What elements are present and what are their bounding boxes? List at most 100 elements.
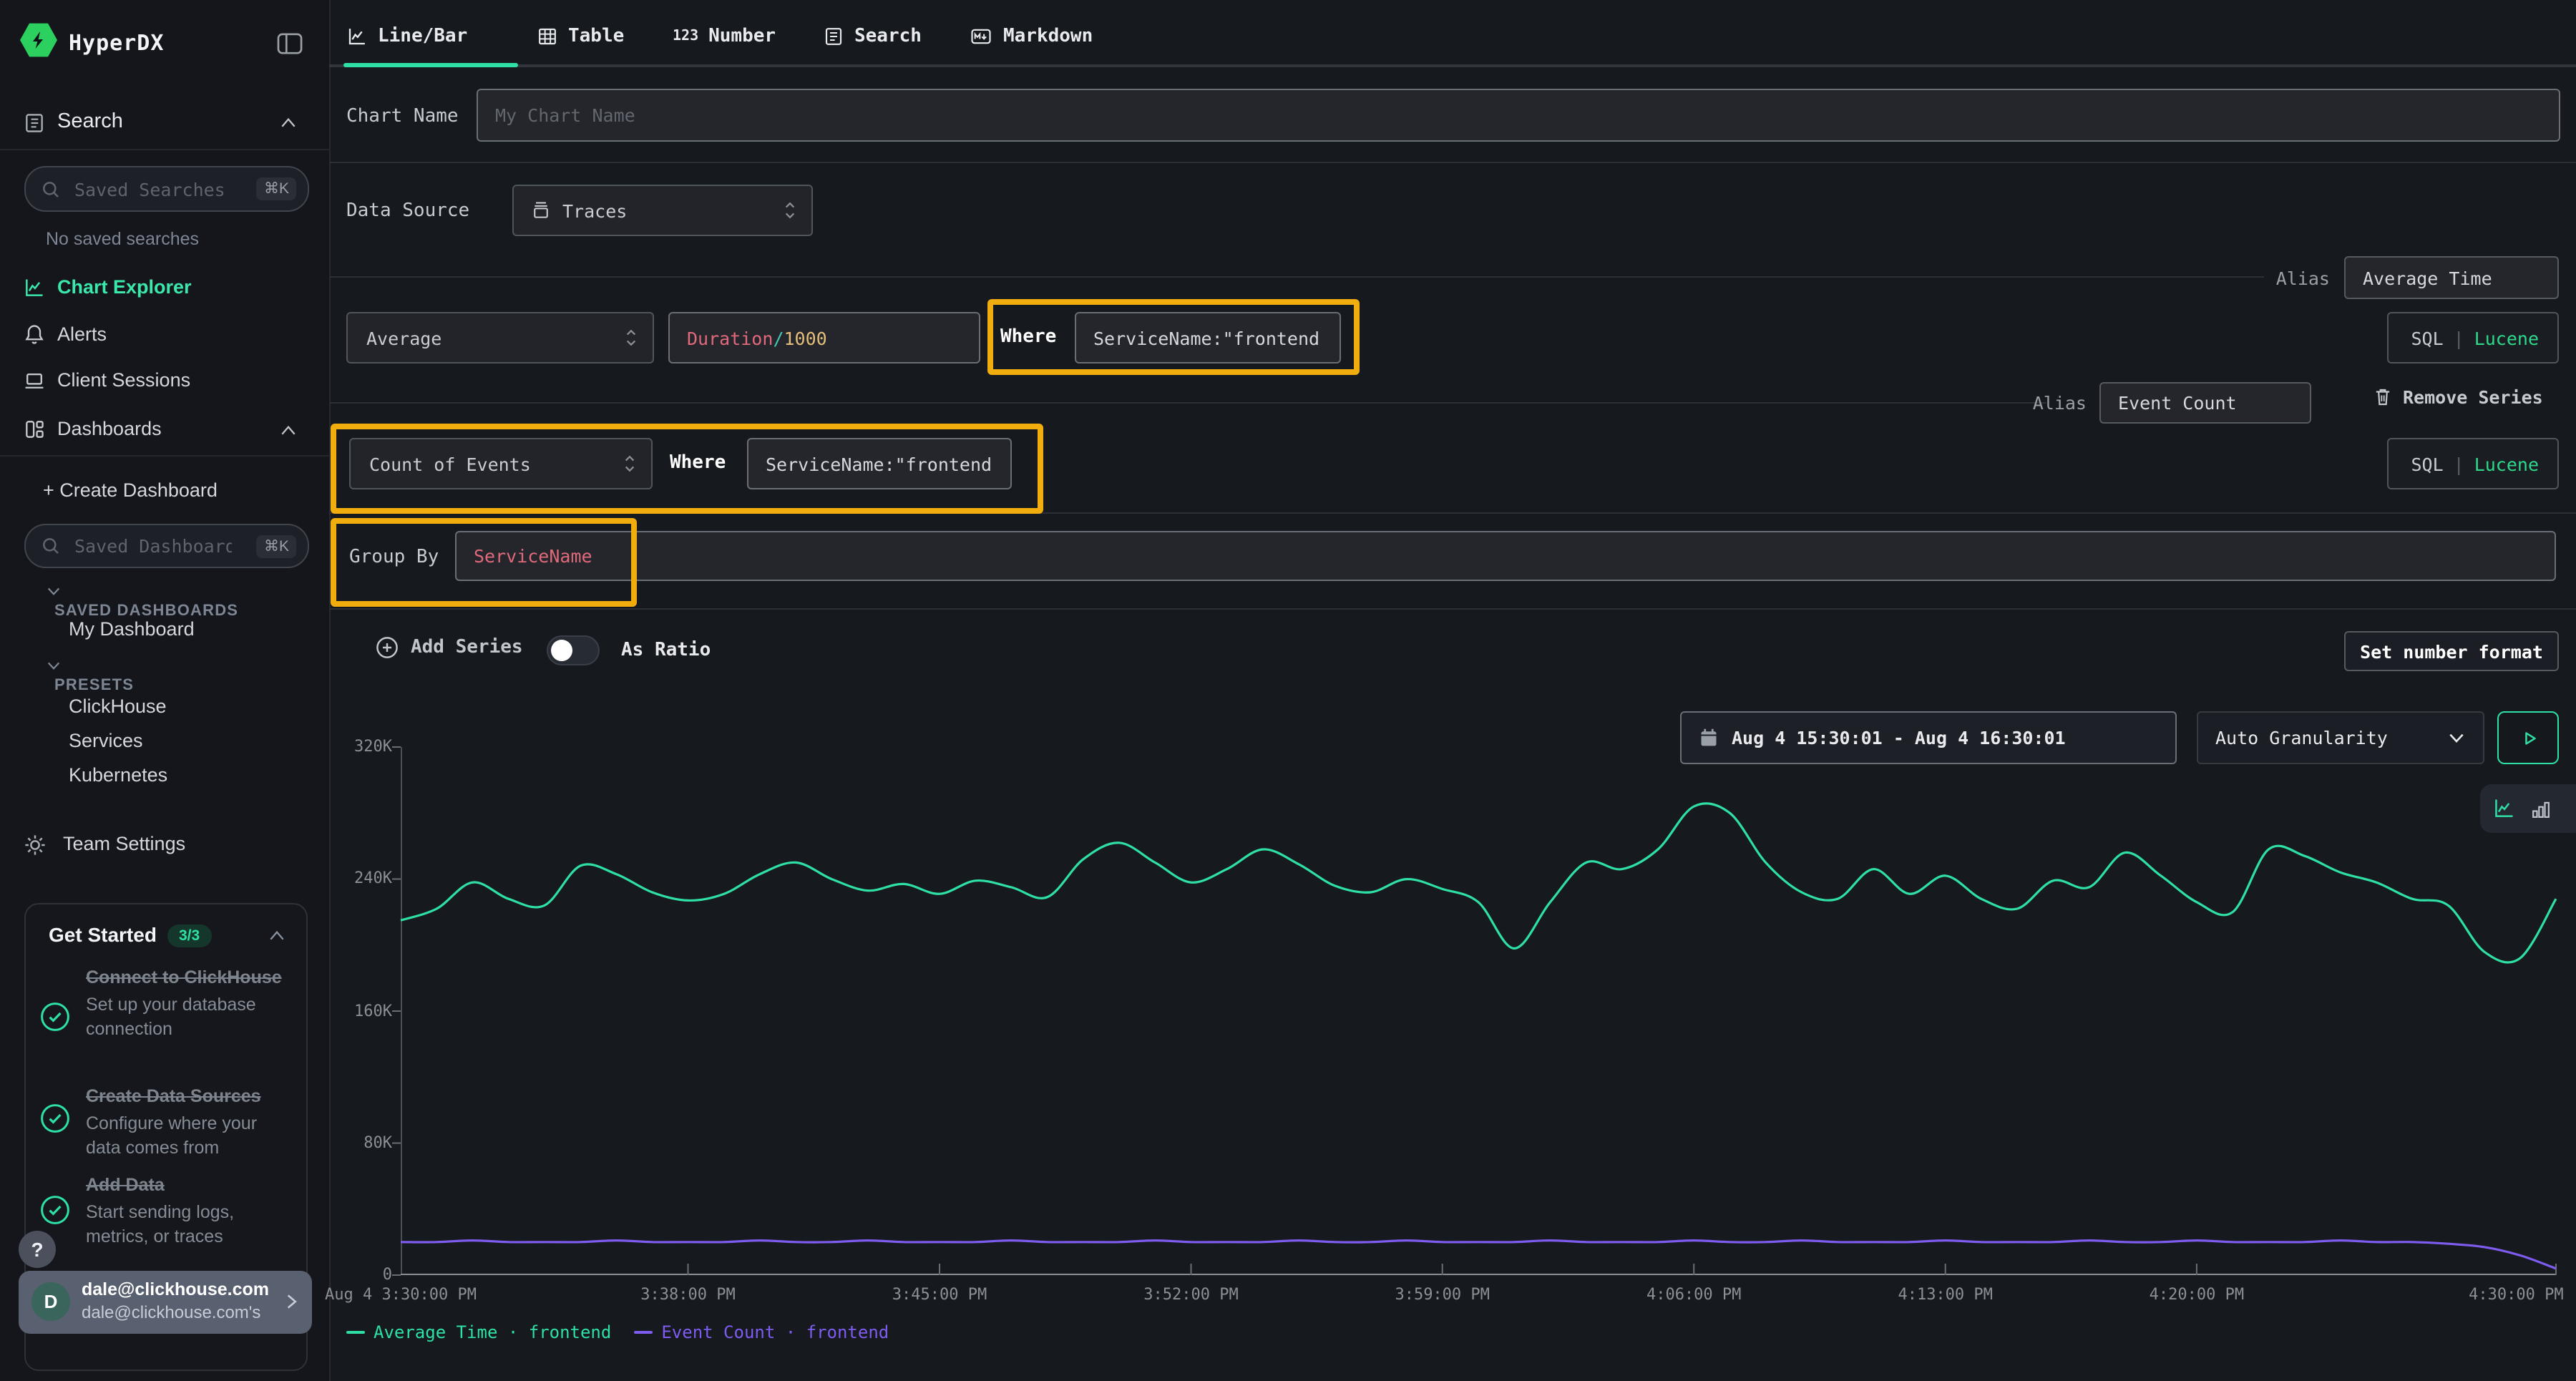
group-by-input[interactable]: ServiceName — [455, 531, 2556, 581]
series2-aggregation-value: Count of Events — [369, 453, 531, 474]
check-circle-icon — [41, 1196, 69, 1224]
help-button[interactable]: ? — [19, 1231, 56, 1268]
chart-legend: Average Time · frontend Event Count · fro… — [346, 1322, 889, 1342]
add-series-button[interactable]: Add Series — [375, 635, 523, 660]
user-menu[interactable]: D dale@clickhouse.com dale@clickhouse.co… — [19, 1271, 312, 1334]
chevron-up-icon — [281, 425, 296, 435]
remove-series-button[interactable]: Remove Series — [2373, 386, 2543, 408]
sql-option[interactable]: SQL — [2411, 453, 2444, 474]
chart-line-icon — [26, 279, 43, 296]
active-tab-indicator — [343, 63, 518, 67]
tab-label: Line/Bar — [378, 25, 468, 47]
sidebar-item-clickhouse[interactable]: ClickHouse — [69, 696, 167, 717]
get-started-title: Get Started — [49, 923, 157, 946]
saved-searches-input[interactable]: ⌘K — [24, 166, 309, 212]
sidebar-item-chart-explorer[interactable]: Chart Explorer — [0, 269, 329, 309]
calendar-icon — [1701, 728, 1717, 746]
run-query-button[interactable] — [2497, 711, 2559, 764]
tab-search[interactable]: Search — [823, 17, 922, 54]
granularity-value: Auto Granularity — [2215, 727, 2388, 748]
data-source-select[interactable]: Traces — [512, 185, 813, 236]
search-list-icon — [825, 27, 842, 44]
table-icon — [539, 27, 556, 44]
lucene-option[interactable]: Lucene — [2474, 453, 2539, 474]
chart-plot — [392, 746, 2557, 1276]
collapse-sidebar-button[interactable] — [276, 31, 303, 56]
series1-language-toggle[interactable]: SQL | Lucene — [2387, 312, 2559, 363]
separator: | — [2453, 327, 2464, 348]
set-number-format-button[interactable]: Set number format — [2344, 631, 2559, 671]
date-range-picker[interactable]: Aug 4 15:30:01 - Aug 4 16:30:01 — [1680, 711, 2177, 764]
tab-label: Table — [568, 25, 625, 47]
add-series-label: Add Series — [411, 637, 523, 658]
bar-chart-type-icon[interactable] — [2530, 798, 2552, 819]
sidebar-item-client-sessions[interactable]: Client Sessions — [0, 362, 329, 402]
series2-language-toggle[interactable]: SQL | Lucene — [2387, 438, 2559, 489]
chevron-up-icon[interactable] — [268, 929, 286, 942]
series2-where-input[interactable] — [747, 438, 1012, 489]
tab-table[interactable]: Table — [537, 17, 624, 54]
legend-label: Event Count · frontend — [661, 1322, 889, 1342]
sidebar-section-search[interactable]: Search — [0, 103, 329, 146]
sidebar-item-kubernetes[interactable]: Kubernetes — [69, 764, 168, 786]
sidebar-item-alerts[interactable]: Alerts — [0, 316, 329, 356]
series2-aggregation-select[interactable]: Count of Events — [349, 438, 653, 489]
tab-number[interactable]: 123 Number — [673, 17, 776, 54]
checklist-item-desc: Set up your database connection — [86, 995, 256, 1038]
x-tick-label: 4:06:00 PM — [1646, 1285, 1742, 1304]
series1-where-input[interactable] — [1075, 312, 1341, 363]
lightning-bolt-icon — [33, 31, 43, 49]
divider — [329, 402, 2046, 404]
data-source-label: Data Source — [346, 200, 470, 222]
sidebar-item-label: Team Settings — [63, 833, 186, 854]
group-by-label: Group By — [349, 547, 439, 568]
main-content: Line/Bar Table 123 Number Search Markdow… — [325, 0, 2576, 1381]
y-tick-label: 320K — [354, 737, 392, 756]
saved-searches-field[interactable] — [72, 177, 235, 201]
sidebar-search-label: Search — [57, 110, 123, 133]
saved-dashboards-field[interactable] — [72, 534, 235, 558]
x-tick-label: 3:45:00 PM — [892, 1285, 987, 1304]
separator: | — [2453, 453, 2464, 474]
data-source-value: Traces — [562, 200, 628, 221]
checklist-item-title: Add Data — [86, 1175, 165, 1195]
operator-token: / — [773, 327, 784, 348]
saved-dashboards-input[interactable]: ⌘K — [24, 524, 309, 568]
lucene-option[interactable]: Lucene — [2474, 327, 2539, 348]
avatar: D — [31, 1282, 70, 1321]
sidebar-item-label: Client Sessions — [57, 369, 191, 391]
y-tick-label: 160K — [354, 1001, 392, 1020]
shortcut-badge: ⌘K — [256, 535, 296, 557]
sidebar-item-team-settings[interactable]: Team Settings — [0, 826, 329, 866]
series1-alias-input[interactable] — [2344, 256, 2559, 299]
sidebar-item-services[interactable]: Services — [69, 730, 143, 751]
presets-group-label: PRESETS — [54, 677, 135, 694]
section-saved-dashboards[interactable]: SAVED DASHBOARDS — [46, 585, 238, 623]
create-dashboard-button[interactable]: + Create Dashboard — [0, 472, 329, 512]
as-ratio-toggle[interactable] — [547, 635, 600, 665]
line-chart-type-icon[interactable] — [2493, 797, 2516, 820]
granularity-select[interactable]: Auto Granularity — [2197, 711, 2484, 764]
series1-field-input[interactable]: Duration/1000 — [668, 312, 980, 363]
legend-item[interactable]: Event Count · frontend — [634, 1322, 889, 1342]
series1-aggregation-select[interactable]: Average — [346, 312, 654, 363]
sidebar-item-dashboards[interactable]: Dashboards — [0, 411, 329, 451]
section-presets[interactable]: PRESETS — [46, 660, 134, 697]
tab-markdown[interactable]: Markdown — [969, 17, 1093, 54]
tab-line-bar[interactable]: Line/Bar — [346, 17, 467, 54]
divider — [0, 455, 329, 457]
sidebar-item-my-dashboard[interactable]: My Dashboard — [69, 618, 195, 640]
alias-label: Alias — [2275, 268, 2330, 289]
trash-icon — [2376, 389, 2390, 406]
chart-name-input[interactable] — [477, 89, 2560, 142]
series2-where-label: Where — [670, 452, 726, 474]
divider — [0, 149, 329, 150]
no-saved-searches-note: No saved searches — [46, 229, 200, 249]
legend-item[interactable]: Average Time · frontend — [346, 1322, 611, 1342]
series2-alias-input[interactable] — [2099, 382, 2311, 424]
field-token: Duration — [687, 327, 774, 348]
chevron-up-icon — [281, 117, 296, 127]
sql-option[interactable]: SQL — [2411, 327, 2444, 348]
date-range-value: Aug 4 15:30:01 - Aug 4 16:30:01 — [1732, 727, 2066, 748]
